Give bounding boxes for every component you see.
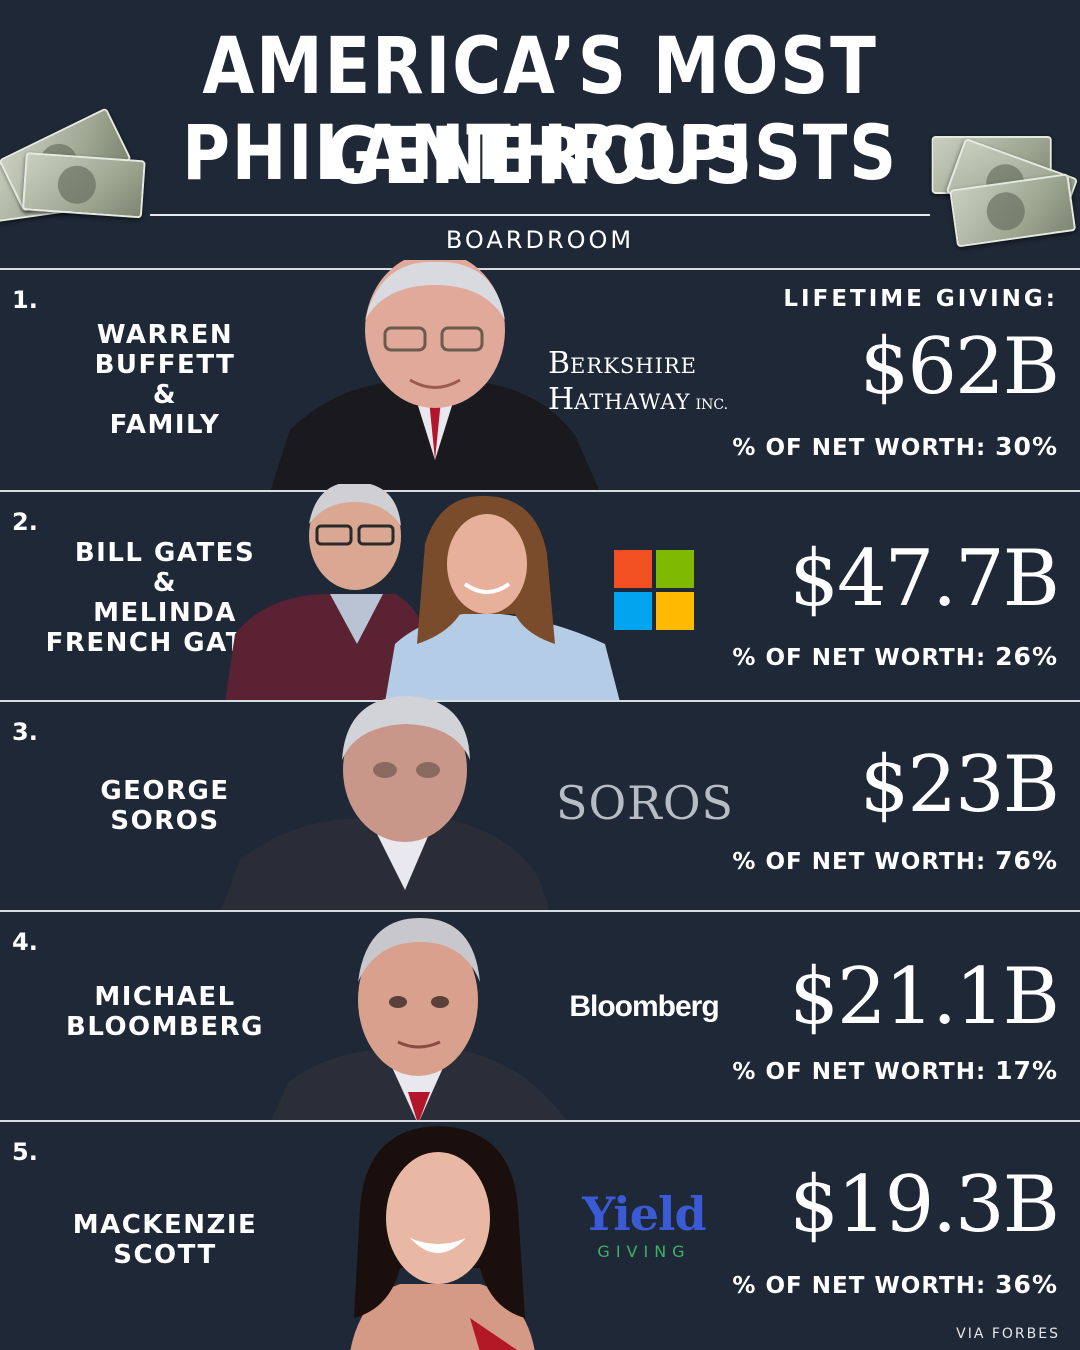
header: AMERICA’S MOST GENEROUS PHILANTHROPISTS … — [0, 0, 1080, 270]
company-logo: SOROS — [555, 776, 735, 830]
philanthropist-name: MICHAEL BLOOMBERG — [66, 982, 264, 1042]
rank-label: 3. — [12, 718, 38, 746]
company-logo: Yield GIVING — [582, 1187, 706, 1261]
portrait-photo — [220, 690, 550, 912]
giving-amount: $21.1B — [789, 952, 1060, 1042]
lifetime-giving-label: LIFETIME GIVING: — [783, 286, 1058, 312]
list-item: 2. BILL GATES & MELINDA FRENCH GATES $47… — [0, 484, 1080, 702]
philanthropist-name: GEORGE SOROS — [100, 776, 230, 836]
net-worth-percent: % OF NET WORTH: 30% — [732, 432, 1058, 461]
portrait-photo — [270, 260, 600, 492]
portrait-photo — [270, 912, 570, 1124]
list-item: 3. GEORGE SOROS SOROS $23B % OF NET WORT… — [0, 696, 1080, 912]
giving-amount: $23B — [859, 740, 1060, 830]
page-title-line1: AMERICA’S MOST GENEROUS — [202, 22, 878, 202]
rank-label: 4. — [12, 928, 38, 956]
source-credit: VIA FORBES — [956, 1326, 1060, 1342]
list-item: 4. MICHAEL BLOOMBERG Bloomberg $21.1B % … — [0, 910, 1080, 1124]
list-item: 5. MACKENZIE SCOTT Yield GIVING $19.3B %… — [0, 1120, 1080, 1350]
microsoft-logo-icon — [614, 550, 694, 630]
net-worth-percent: % OF NET WORTH: 76% — [732, 846, 1058, 875]
portrait-photo — [225, 484, 620, 702]
divider — [150, 214, 930, 216]
rank-label: 1. — [12, 286, 38, 314]
rank-label: 2. — [12, 508, 38, 536]
giving-amount: $19.3B — [789, 1160, 1060, 1250]
net-worth-percent: % OF NET WORTH: 17% — [732, 1056, 1058, 1085]
company-logo: Bloomberg — [569, 990, 719, 1023]
giving-amount: $47.7B — [789, 534, 1060, 624]
rank-label: 5. — [12, 1138, 38, 1166]
company-logo: BERKSHIRE HATHAWAY INC. — [548, 346, 729, 417]
net-worth-percent: % OF NET WORTH: 36% — [732, 1270, 1058, 1299]
portrait-photo — [320, 1118, 560, 1350]
brand-label: BOARDROOM — [445, 226, 635, 254]
list-item: 1. WARREN BUFFETT & FAMILY BERKSHIRE HAT… — [0, 260, 1080, 492]
giving-amount: $62B — [859, 322, 1060, 412]
philanthropist-name: WARREN BUFFETT & FAMILY — [94, 320, 236, 440]
page-title-line2: PHILANTHROPISTS — [182, 108, 898, 197]
net-worth-percent: % OF NET WORTH: 26% — [732, 642, 1058, 671]
philanthropist-name: MACKENZIE SCOTT — [72, 1210, 258, 1270]
